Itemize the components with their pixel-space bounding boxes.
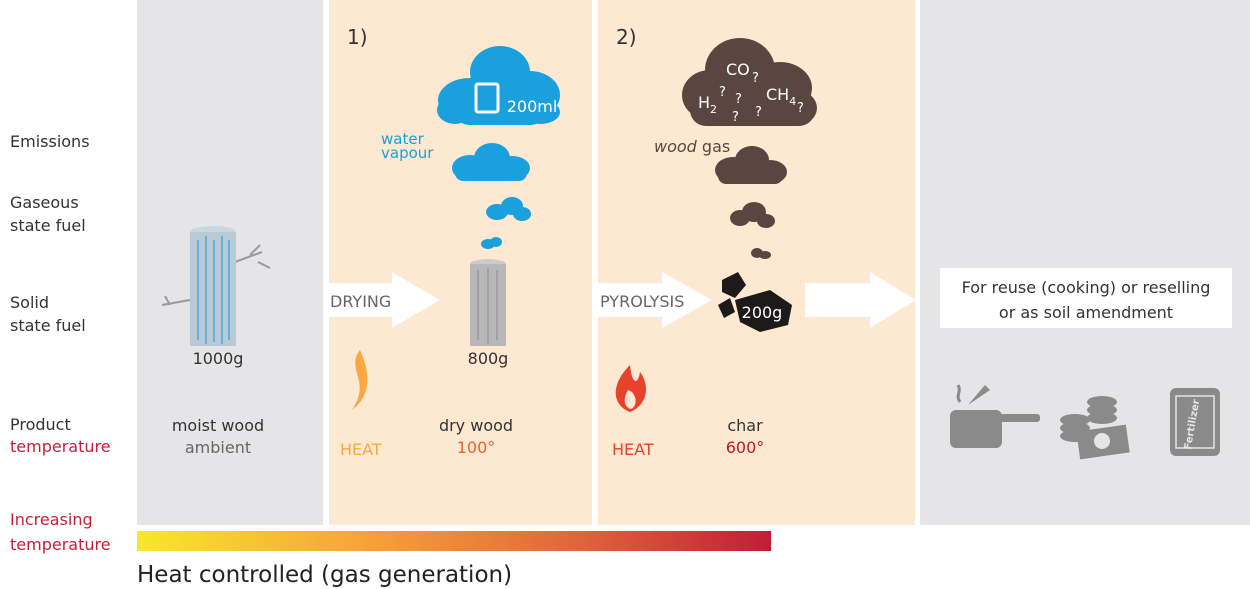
flame (352, 350, 368, 410)
use-text: or as soil amendment (999, 303, 1173, 322)
cooking-icon (950, 384, 1040, 448)
product: moist wood (172, 416, 264, 435)
gas: CH (766, 85, 789, 104)
emission: water (381, 130, 425, 148)
gas: H2 (698, 93, 717, 116)
dry-log (470, 259, 506, 346)
gas: ? (719, 85, 726, 100)
row-labels: Emissions Gaseous state fuel Solid state… (10, 132, 111, 554)
emission: vapour (381, 144, 434, 162)
process: PYROLYSIS (600, 292, 684, 311)
heat: HEAT (340, 440, 382, 459)
label: Gaseous (10, 193, 79, 212)
weight: 800g (468, 349, 509, 368)
arrow (805, 272, 916, 328)
gas-subscript: 4 (789, 95, 796, 108)
arrow (598, 272, 712, 328)
gas: CH4 (766, 85, 796, 108)
product: char (727, 416, 763, 435)
gas: ? (752, 71, 759, 86)
emission: gas (697, 137, 730, 156)
temperature-gradient (137, 531, 771, 551)
label: temperature (10, 535, 111, 554)
char-lumps (718, 272, 792, 332)
flame-core (624, 390, 636, 409)
gas-subscript: 2 (710, 103, 717, 116)
gas-clouds (682, 38, 817, 259)
product: dry wood (439, 416, 513, 435)
footer-title: Heat controlled (gas generation) (137, 562, 512, 588)
fertilizer-icon: Fertilizer (1170, 388, 1220, 456)
moist-log (161, 226, 271, 346)
vapour-clouds (437, 46, 560, 249)
label: state fuel (10, 216, 86, 235)
gas: ? (732, 110, 739, 125)
label: Emissions (10, 132, 90, 151)
process: DRYING (330, 292, 391, 311)
arrow (325, 272, 440, 328)
weight: 200g (742, 303, 783, 322)
money-icon (1060, 396, 1130, 460)
temperature: 600° (726, 438, 765, 457)
emission: wood (654, 137, 698, 156)
temperature: ambient (185, 438, 251, 457)
label: Solid (10, 293, 49, 312)
label: state fuel (10, 316, 86, 335)
step-number: 2) (616, 25, 637, 49)
weight: 1000g (193, 349, 244, 368)
label: temperature (10, 437, 111, 456)
gas: ? (735, 92, 742, 107)
gas: H (698, 93, 710, 112)
flame (615, 365, 646, 412)
step-number: 1) (347, 25, 368, 49)
gas: CO (726, 60, 750, 79)
label: Product (10, 415, 71, 434)
use-box (940, 268, 1232, 328)
temperature: 100° (457, 438, 496, 457)
glass-icon (474, 82, 500, 114)
label: Increasing (10, 510, 93, 529)
use-text: For reuse (cooking) or reselling (962, 278, 1211, 297)
volume: 200ml (507, 97, 558, 116)
gas: ? (755, 105, 762, 120)
gas: ? (797, 101, 804, 116)
emission: wood gas (654, 137, 730, 156)
heat: HEAT (612, 440, 654, 459)
